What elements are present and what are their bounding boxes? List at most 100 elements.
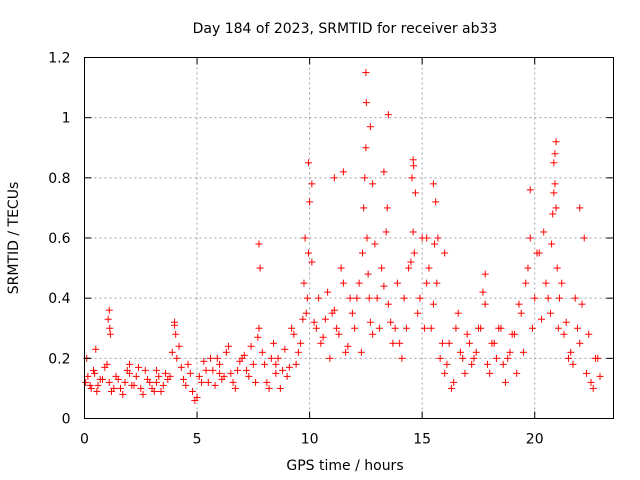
data-point: [308, 180, 316, 188]
data-point: [326, 354, 334, 362]
data-point: [554, 324, 562, 332]
data-point: [285, 363, 293, 371]
data-point: [477, 324, 485, 332]
data-point: [558, 279, 566, 287]
data-point: [410, 249, 418, 257]
data-point: [96, 375, 104, 383]
data-point: [157, 387, 165, 395]
data-point: [195, 372, 203, 380]
grid-lines: [84, 57, 614, 419]
data-point: [542, 279, 550, 287]
data-point: [585, 330, 593, 338]
data-point: [416, 294, 424, 302]
data-point: [180, 375, 188, 383]
data-point: [463, 330, 471, 338]
data-point: [398, 354, 406, 362]
data-point: [452, 324, 460, 332]
chart-title: Day 184 of 2023, SRMTID for receiver ab3…: [193, 21, 498, 37]
data-point: [229, 378, 237, 386]
data-point: [384, 300, 392, 308]
data-point: [128, 381, 136, 389]
data-point: [177, 363, 185, 371]
data-point: [443, 360, 451, 368]
data-point: [220, 372, 228, 380]
data-point: [360, 204, 368, 212]
data-point: [290, 330, 298, 338]
data-point: [425, 264, 433, 272]
data-point: [549, 210, 557, 218]
data-point: [465, 339, 473, 347]
data-point: [328, 309, 336, 317]
data-point: [297, 339, 305, 347]
data-point: [380, 282, 388, 290]
data-point: [337, 264, 345, 272]
data-point: [369, 330, 377, 338]
data-point: [551, 180, 559, 188]
data-point: [339, 168, 347, 176]
data-point: [245, 372, 253, 380]
data-point: [391, 324, 399, 332]
data-point: [258, 348, 266, 356]
data-point: [119, 390, 127, 398]
data-point: [550, 189, 558, 197]
data-point: [153, 366, 161, 374]
data-point: [387, 318, 395, 326]
data-point: [492, 354, 500, 362]
data-point: [483, 360, 491, 368]
data-point: [587, 378, 595, 386]
data-point: [319, 333, 327, 341]
data-point: [202, 366, 210, 374]
data-point: [431, 240, 439, 248]
data-point: [517, 309, 525, 317]
data-point: [450, 378, 458, 386]
data-point: [506, 348, 514, 356]
data-point: [272, 360, 280, 368]
data-point: [104, 315, 112, 323]
data-point: [93, 387, 101, 395]
data-point: [204, 378, 212, 386]
data-point: [551, 150, 559, 158]
data-point: [454, 309, 462, 317]
data-point: [562, 318, 570, 326]
data-point: [168, 348, 176, 356]
data-point: [414, 309, 422, 317]
data-point: [209, 366, 217, 374]
data-point: [164, 375, 172, 383]
data-point: [283, 372, 291, 380]
data-point: [254, 333, 262, 341]
data-point: [375, 324, 383, 332]
data-point: [423, 234, 431, 242]
data-point: [535, 249, 543, 257]
data-point: [132, 372, 140, 380]
data-point: [409, 156, 417, 164]
y-tick-labels: 0 0.2 0.4 0.6 0.8 1 1.2: [48, 51, 70, 428]
data-point: [378, 264, 386, 272]
data-point: [276, 384, 284, 392]
data-point: [101, 363, 109, 371]
data-point: [351, 324, 359, 332]
data-point: [335, 330, 343, 338]
data-point: [553, 264, 561, 272]
data-point: [92, 345, 100, 353]
data-point: [552, 138, 560, 146]
data-point: [365, 294, 373, 302]
data-point: [86, 381, 94, 389]
data-point: [342, 348, 350, 356]
data-point: [445, 339, 453, 347]
data-point: [580, 234, 588, 242]
data-point: [410, 162, 418, 170]
data-point: [389, 339, 397, 347]
data-point: [560, 330, 568, 338]
data-point: [82, 378, 90, 386]
data-point: [238, 354, 246, 362]
data-point: [330, 174, 338, 182]
data-point: [540, 228, 548, 236]
data-point: [193, 393, 201, 401]
data-point: [522, 279, 530, 287]
data-point: [438, 339, 446, 347]
data-point: [481, 300, 489, 308]
data-point: [408, 174, 416, 182]
data-point: [382, 228, 390, 236]
data-point: [175, 342, 183, 350]
data-point: [304, 249, 312, 257]
